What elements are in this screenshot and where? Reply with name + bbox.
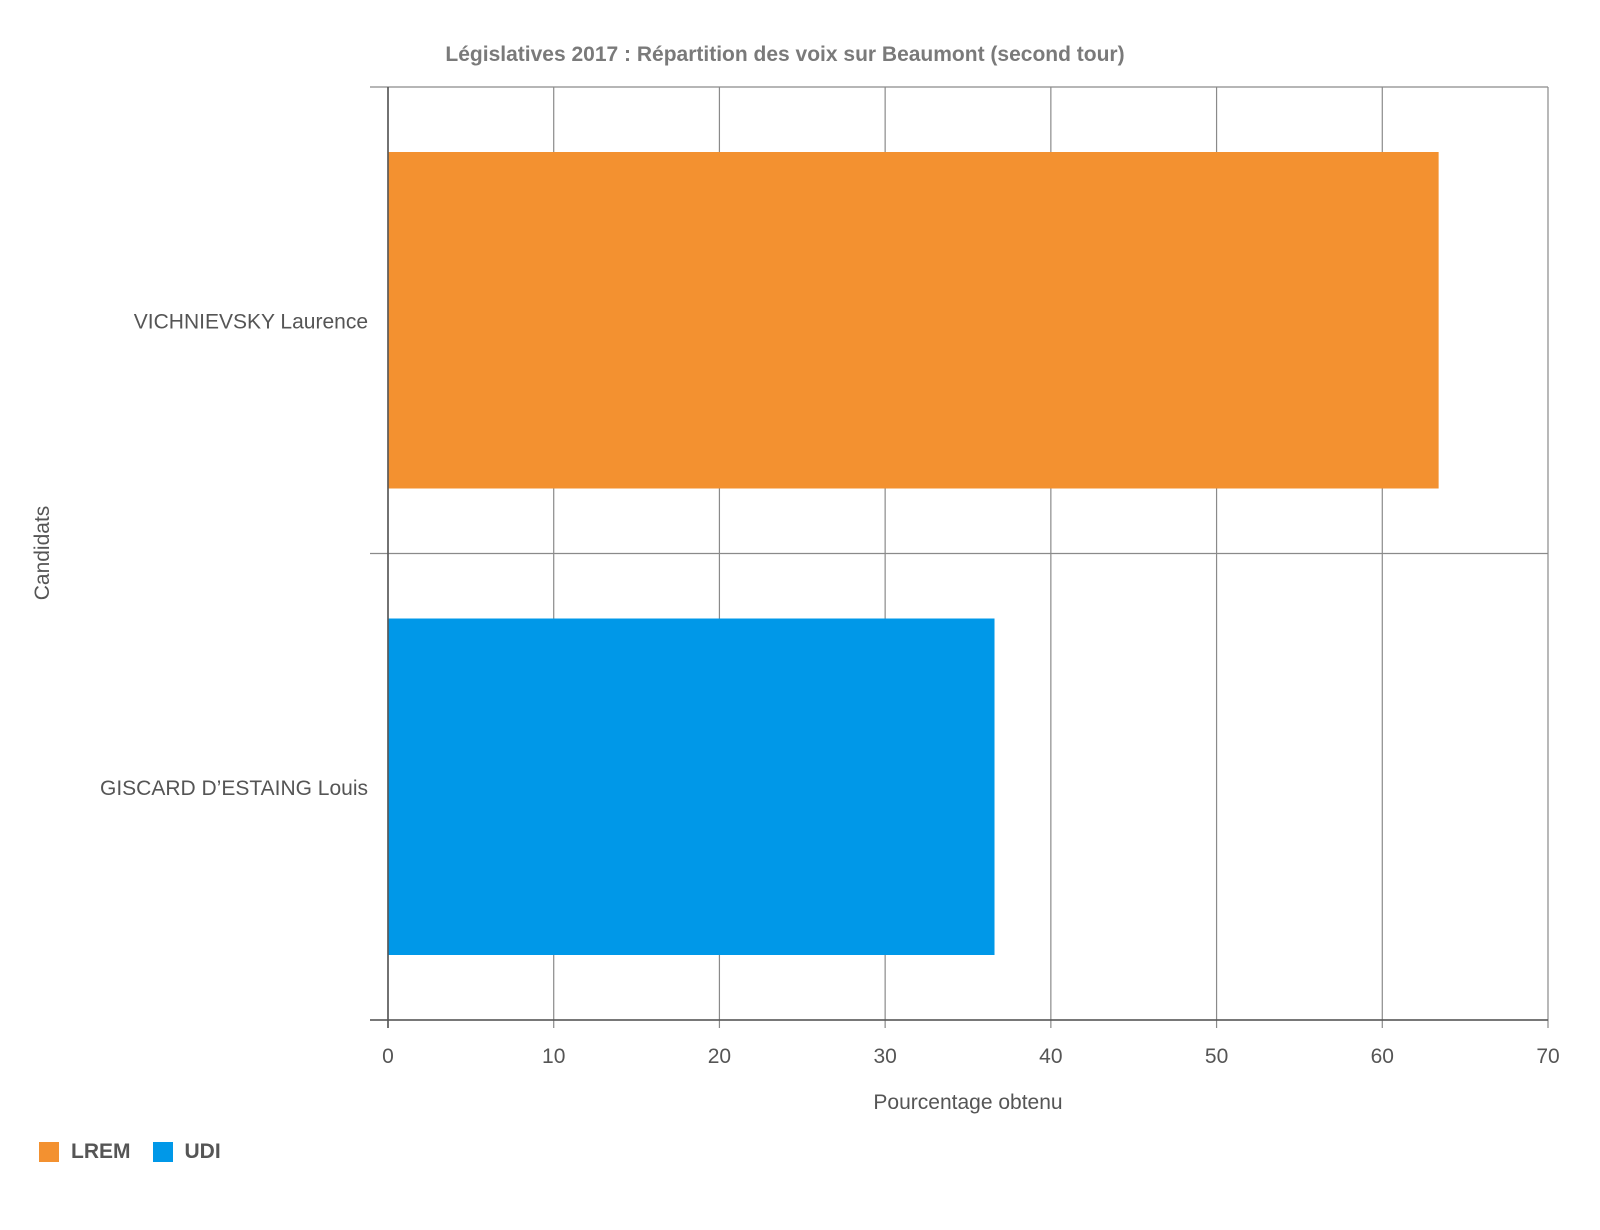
x-tick-label-50: 50: [1205, 1045, 1228, 1068]
x-tick-label-20: 20: [708, 1045, 731, 1068]
x-tick-label-30: 30: [873, 1045, 896, 1068]
y-tick-labels: VICHNIEVSKY Laurence GISCARD D’ESTAING Lo…: [100, 310, 368, 800]
legend-swatch-udi: [152, 1142, 173, 1162]
x-tick-label-0: 0: [382, 1045, 394, 1068]
chart-title: Législatives 2017 : Répartition des voix…: [445, 43, 1124, 66]
x-tick-label-40: 40: [1039, 1045, 1062, 1068]
legend-label-udi: UDI: [184, 1140, 221, 1163]
bars: [388, 152, 1439, 955]
x-axis-label: Pourcentage obtenu: [873, 1091, 1062, 1114]
legend-item-lrem[interactable]: LREM: [39, 1140, 131, 1164]
x-tick-label-10: 10: [542, 1045, 565, 1068]
legend: LREM UDI: [39, 1140, 243, 1164]
legend-item-udi[interactable]: UDI: [152, 1140, 221, 1164]
x-tick-label-70: 70: [1536, 1045, 1559, 1068]
y-tick-label-0: VICHNIEVSKY Laurence: [134, 310, 368, 333]
bar-1[interactable]: [388, 618, 995, 956]
bar-0[interactable]: [388, 152, 1439, 489]
axes: [370, 87, 1548, 1028]
y-axis-label: Candidats: [31, 506, 54, 601]
x-tick-labels: 0 10 20 30 40 50 60 70: [382, 1045, 1560, 1068]
legend-swatch-lrem: [39, 1142, 59, 1162]
y-tick-label-1: GISCARD D’ESTAING Louis: [100, 777, 368, 800]
legend-label-lrem: LREM: [71, 1140, 131, 1163]
x-tick-label-60: 60: [1371, 1045, 1394, 1068]
